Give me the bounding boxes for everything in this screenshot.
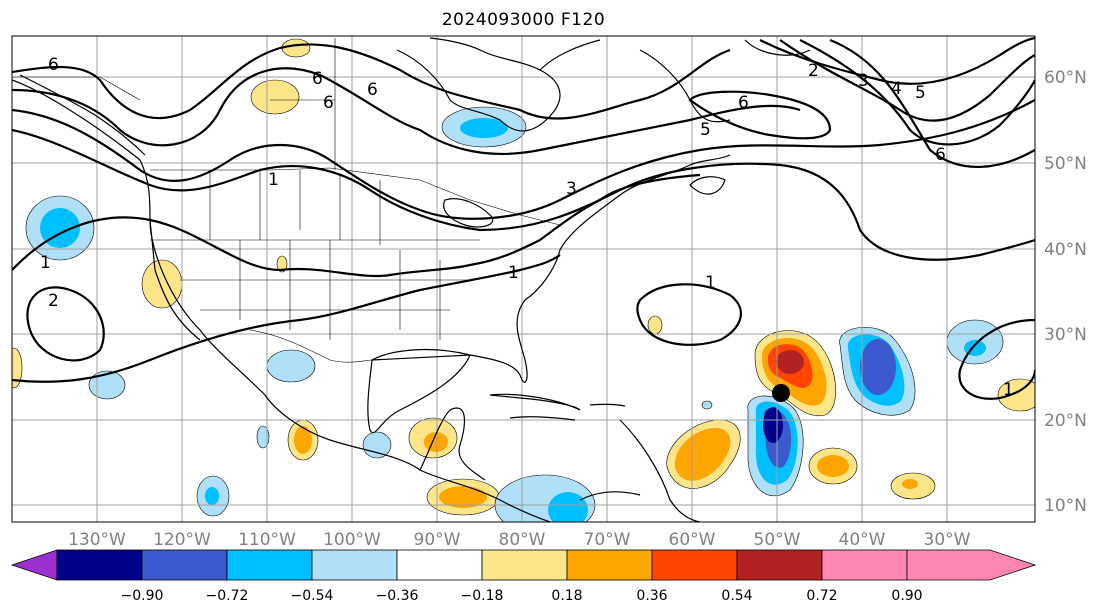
storm-center-marker bbox=[772, 384, 790, 402]
map-frame bbox=[11, 35, 1036, 523]
lon-label: 70°W bbox=[584, 530, 631, 550]
colorbar-segment bbox=[821, 549, 908, 581]
colorbar-segment bbox=[566, 549, 653, 581]
colorbar-tick-label: 0.18 bbox=[551, 588, 582, 604]
colorbar-extend-low bbox=[10, 549, 58, 581]
colorbar-tick-label: −0.18 bbox=[461, 588, 504, 604]
colorbar-segment bbox=[481, 549, 568, 581]
colorbar-segment bbox=[226, 549, 313, 581]
contour-label: 3 bbox=[566, 179, 577, 199]
lon-label: 40°W bbox=[839, 530, 886, 550]
colorbar-tick-label: −0.36 bbox=[376, 588, 419, 604]
latitude-labels: 60°N 50°N 40°N 30°N 20°N 10°N bbox=[1044, 68, 1087, 516]
colorbar-tick-label: −0.90 bbox=[121, 588, 164, 604]
lon-label: 80°W bbox=[499, 530, 546, 550]
colorbar-tick-label: 0.54 bbox=[721, 588, 752, 604]
colorbar-segment bbox=[56, 549, 143, 581]
contour-label: 6 bbox=[323, 93, 334, 113]
contour-label: 3 bbox=[858, 71, 869, 91]
contour-label: 5 bbox=[700, 120, 711, 140]
lon-label: 90°W bbox=[414, 530, 461, 550]
lat-label: 60°N bbox=[1044, 68, 1087, 88]
colorbar-segment bbox=[141, 549, 228, 581]
colorbar-segment bbox=[651, 549, 738, 581]
contour-label: 6 bbox=[48, 55, 59, 75]
contour-label: 1 bbox=[268, 170, 279, 190]
colorbar-tick-label: 0.72 bbox=[806, 588, 837, 604]
colorbar-extend-high bbox=[906, 549, 1037, 581]
contour-lines bbox=[12, 36, 1035, 400]
colorbar-tick-label: −0.72 bbox=[206, 588, 249, 604]
colorbar bbox=[10, 549, 908, 581]
lat-label: 40°N bbox=[1044, 240, 1087, 260]
lon-label: 50°W bbox=[754, 530, 801, 550]
lon-label: 110°W bbox=[238, 530, 296, 550]
lon-label: 100°W bbox=[323, 530, 381, 550]
lon-label: 130°W bbox=[68, 530, 126, 550]
anomaly-shading bbox=[12, 38, 1035, 522]
lat-label: 30°N bbox=[1044, 325, 1087, 345]
contour-label: 6 bbox=[935, 145, 946, 165]
contour-label: 1 bbox=[40, 253, 51, 273]
contour-label: 1 bbox=[705, 273, 716, 293]
lon-label: 30°W bbox=[924, 530, 971, 550]
contour-label-group: 6 6 6 6 6 1 1 1 1 1 2 2 3 3 4 5 5 6 bbox=[40, 55, 1014, 400]
contour-label: 4 bbox=[891, 79, 902, 99]
colorbar-segment bbox=[396, 549, 483, 581]
contour-label: 1 bbox=[508, 263, 519, 283]
colorbar-tick-label: 0.36 bbox=[636, 588, 667, 604]
contour-label: 5 bbox=[915, 83, 926, 103]
lon-label: 120°W bbox=[153, 530, 211, 550]
longitude-labels: 130°W 120°W 110°W 100°W 90°W 80°W 70°W 6… bbox=[68, 530, 971, 550]
colorbar-tick-label: −0.54 bbox=[291, 588, 334, 604]
contour-label: 2 bbox=[808, 61, 819, 81]
contour-label: 1 bbox=[1003, 380, 1014, 400]
political-borders bbox=[12, 38, 561, 363]
lon-label: 60°W bbox=[669, 530, 716, 550]
lat-label: 50°N bbox=[1044, 154, 1087, 174]
colorbar-segment bbox=[736, 549, 823, 581]
colorbar-segment bbox=[311, 549, 398, 581]
contour-label: 6 bbox=[738, 93, 749, 113]
lat-label: 20°N bbox=[1044, 411, 1087, 431]
map-title: 2024093000 F120 bbox=[441, 10, 606, 30]
colorbar-tick-label: 0.90 bbox=[891, 588, 922, 604]
colorbar-ticks: −0.90 −0.72 −0.54 −0.36 −0.18 0.18 0.36 … bbox=[121, 588, 923, 604]
lat-label: 10°N bbox=[1044, 496, 1087, 516]
contour-label: 2 bbox=[48, 291, 59, 311]
contour-label: 6 bbox=[312, 69, 323, 89]
contour-label: 6 bbox=[367, 80, 378, 100]
